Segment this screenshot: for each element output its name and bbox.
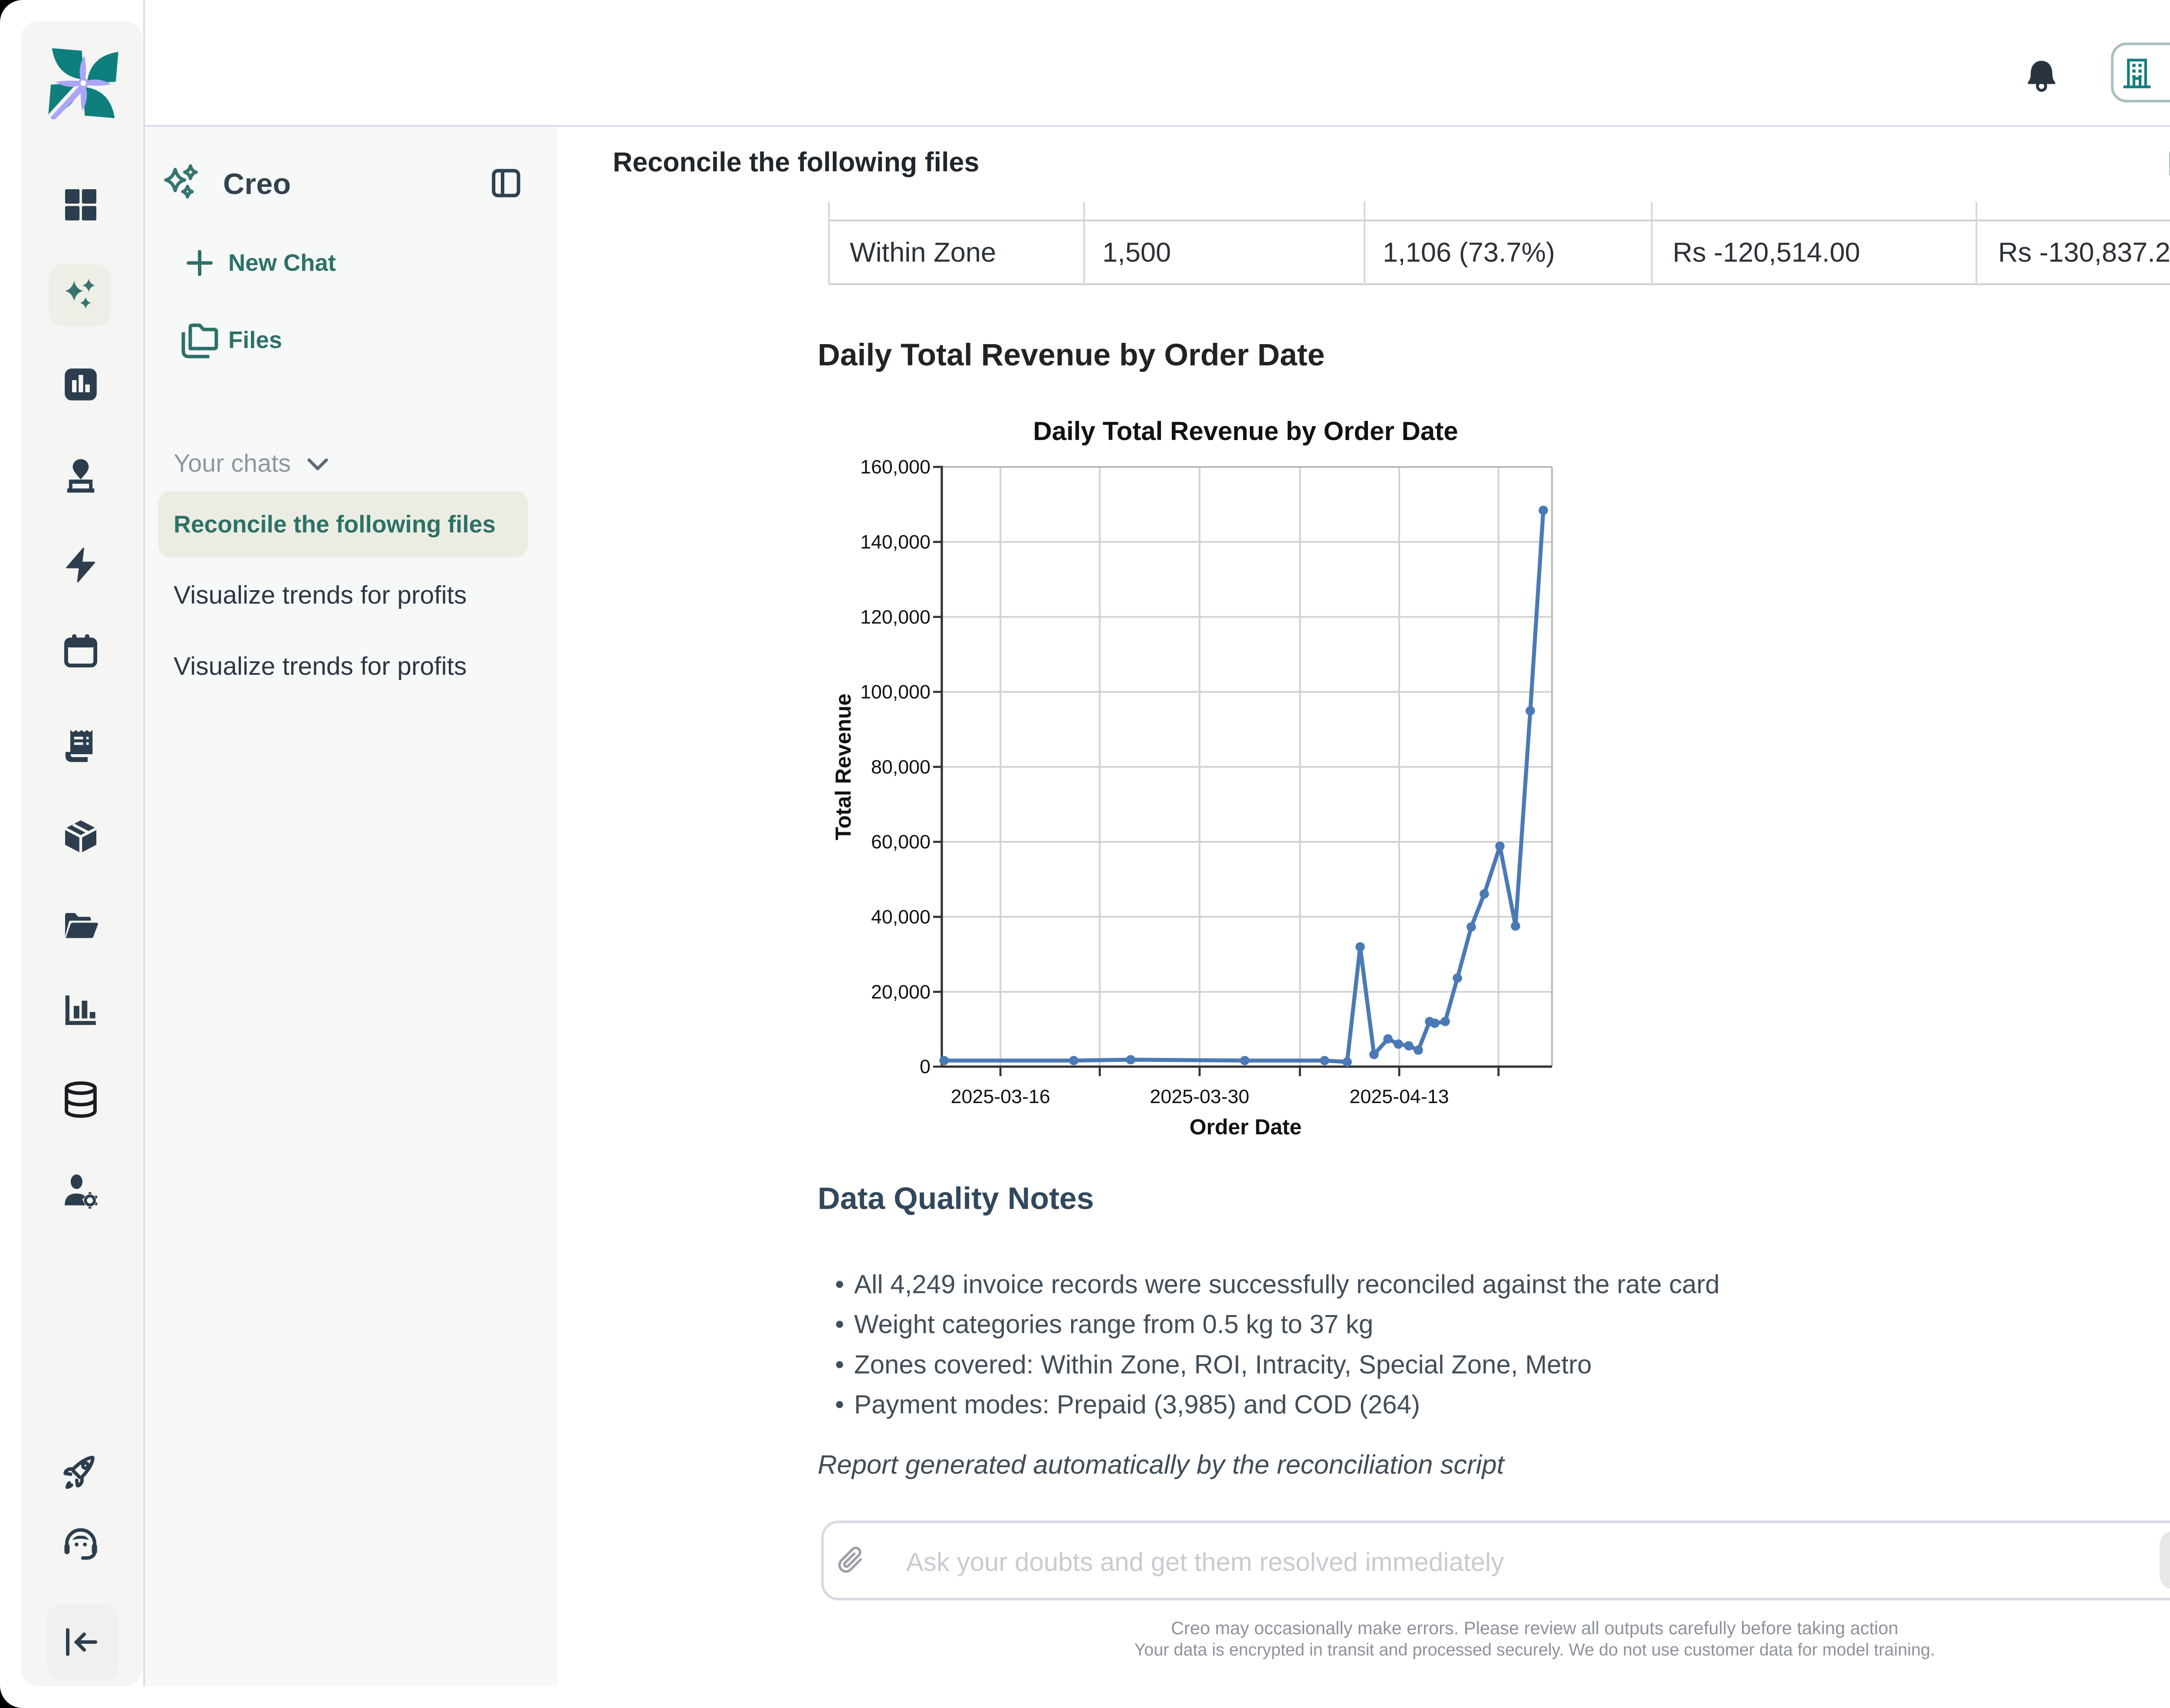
- svg-text:120,000: 120,000: [860, 606, 930, 628]
- svg-text:40,000: 40,000: [871, 906, 930, 928]
- svg-text:140,000: 140,000: [860, 531, 930, 553]
- svg-text:Order Date: Order Date: [1190, 1115, 1302, 1139]
- svg-text:2025-04-13: 2025-04-13: [1349, 1086, 1449, 1107]
- svg-text:160,000: 160,000: [860, 456, 930, 478]
- svg-text:60,000: 60,000: [871, 831, 930, 853]
- svg-text:20,000: 20,000: [871, 981, 930, 1003]
- svg-text:100,000: 100,000: [860, 681, 930, 703]
- svg-text:Total Revenue: Total Revenue: [831, 693, 855, 840]
- svg-text:0: 0: [920, 1056, 930, 1077]
- svg-text:Daily Total Revenue by Order D: Daily Total Revenue by Order Date: [1033, 417, 1458, 446]
- svg-text:2025-03-30: 2025-03-30: [1150, 1086, 1249, 1107]
- svg-text:2025-03-16: 2025-03-16: [951, 1086, 1050, 1107]
- svg-text:80,000: 80,000: [871, 756, 930, 778]
